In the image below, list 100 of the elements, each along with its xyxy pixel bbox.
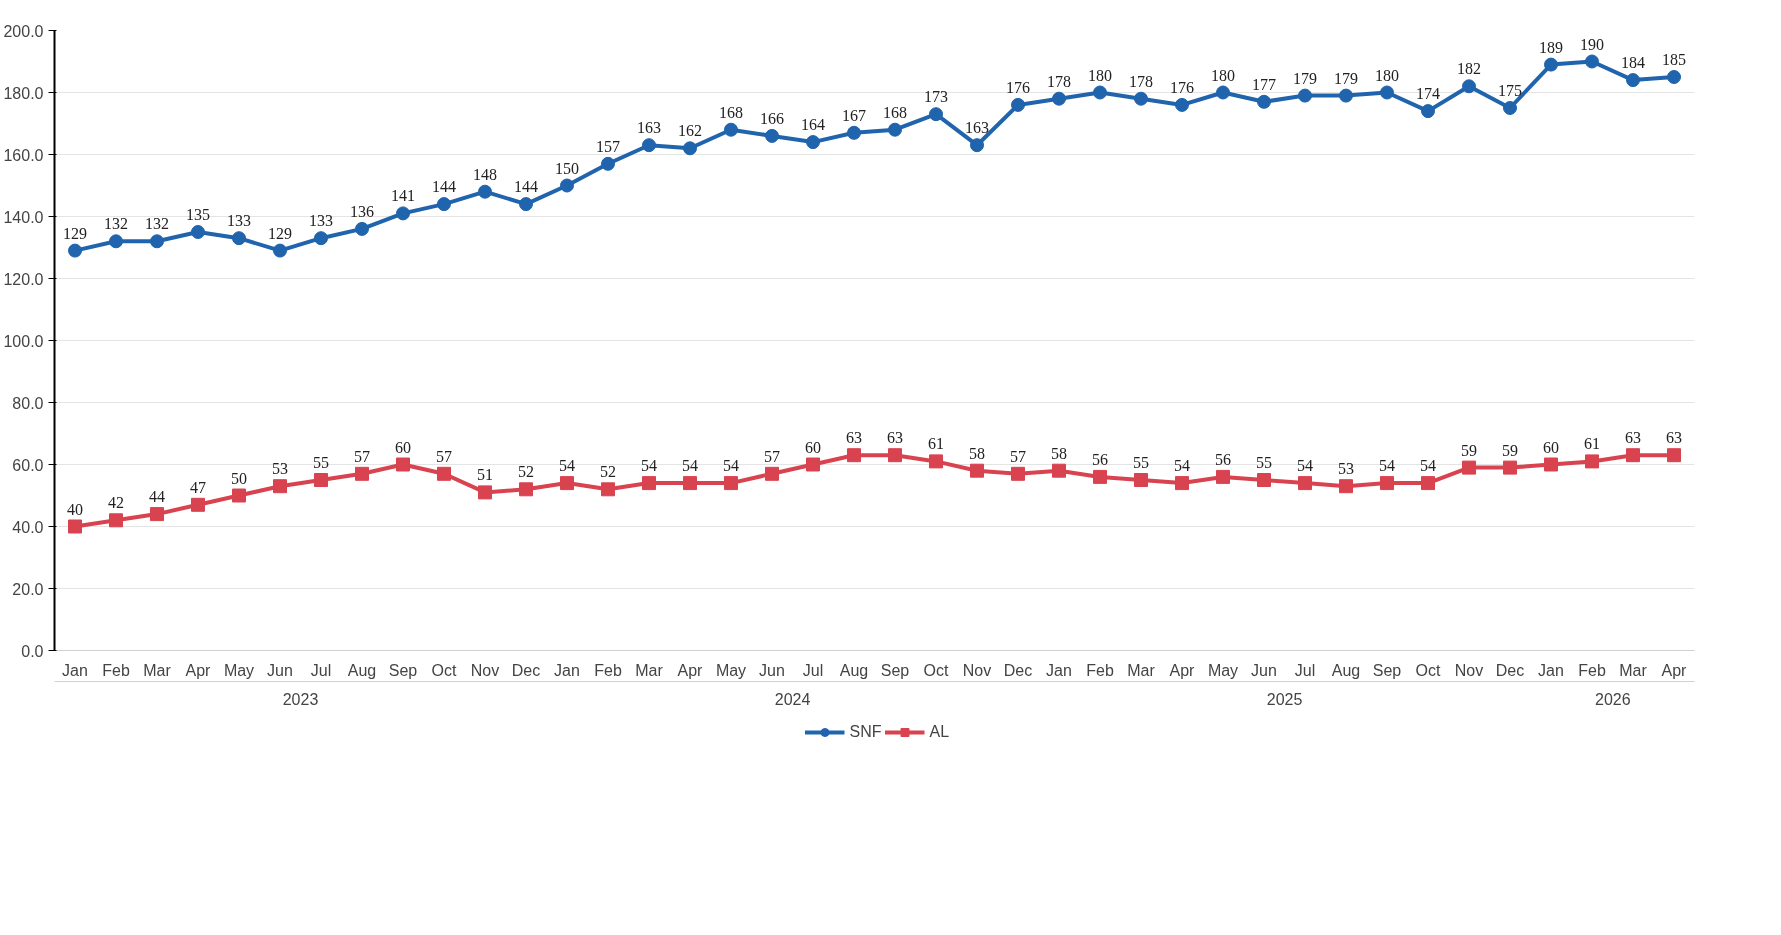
point bbox=[765, 466, 779, 481]
point bbox=[1011, 97, 1025, 112]
x-tick-label: Apr bbox=[677, 661, 704, 679]
point bbox=[1339, 88, 1353, 103]
data-label: 53 bbox=[272, 460, 288, 478]
data-label: 54 bbox=[1297, 457, 1313, 475]
data-label: 167 bbox=[842, 106, 866, 124]
x2-tick-label: 2026 bbox=[1595, 690, 1631, 708]
data-label: 190 bbox=[1580, 35, 1604, 53]
y-tick-label: 60.0 bbox=[12, 456, 44, 474]
data-label: 57 bbox=[354, 447, 370, 465]
point bbox=[150, 234, 164, 249]
x-tick-label: Feb bbox=[1578, 661, 1606, 679]
data-label: 58 bbox=[969, 444, 985, 462]
data-label: 180 bbox=[1211, 66, 1235, 84]
x-tick-label: Jun bbox=[759, 661, 785, 679]
data-label: 136 bbox=[350, 202, 374, 220]
point bbox=[1339, 479, 1353, 494]
data-label: 61 bbox=[1584, 435, 1600, 453]
data-label: 168 bbox=[719, 103, 743, 121]
data-label: 178 bbox=[1129, 72, 1153, 90]
point bbox=[1134, 91, 1148, 106]
x-tick-label: Jul bbox=[802, 661, 824, 679]
x-tick-label: Jan bbox=[1046, 661, 1072, 679]
point bbox=[519, 482, 533, 497]
data-label: 174 bbox=[1416, 85, 1440, 103]
point bbox=[68, 519, 82, 534]
point bbox=[724, 122, 738, 137]
point bbox=[1626, 448, 1640, 463]
data-label: 54 bbox=[723, 457, 739, 475]
data-label: 53 bbox=[1338, 460, 1354, 478]
point bbox=[150, 507, 164, 522]
point bbox=[355, 466, 369, 481]
point bbox=[1626, 73, 1640, 88]
point bbox=[1462, 460, 1476, 475]
x-tick-label: Feb bbox=[594, 661, 622, 679]
x-tick-label: Oct bbox=[1415, 661, 1441, 679]
point bbox=[1462, 79, 1476, 94]
point bbox=[191, 497, 205, 512]
point bbox=[1134, 473, 1148, 487]
point bbox=[109, 513, 123, 528]
point bbox=[1667, 448, 1681, 463]
data-label: 150 bbox=[555, 159, 579, 177]
point bbox=[68, 243, 82, 258]
x-tick-label: Dec bbox=[511, 661, 541, 679]
data-label: 63 bbox=[1625, 429, 1641, 447]
point bbox=[1380, 85, 1394, 100]
data-label: 57 bbox=[764, 447, 780, 465]
data-label: 54 bbox=[1174, 457, 1190, 475]
data-label: 63 bbox=[887, 429, 903, 447]
x-tick-label: Jan bbox=[554, 661, 580, 679]
point bbox=[1421, 104, 1435, 119]
data-label: 177 bbox=[1252, 75, 1276, 93]
point bbox=[232, 488, 246, 503]
point bbox=[314, 473, 328, 487]
point bbox=[355, 221, 369, 236]
point bbox=[683, 476, 697, 491]
x-tick-label: May bbox=[1207, 661, 1239, 679]
data-label: 129 bbox=[63, 224, 87, 242]
point bbox=[1585, 54, 1599, 69]
y-tick-label: 200.0 bbox=[3, 22, 44, 40]
x-tick-label: Jan bbox=[1538, 661, 1564, 679]
x2-tick-label: 2025 bbox=[1266, 690, 1303, 708]
data-label: 176 bbox=[1006, 78, 1030, 96]
point bbox=[1052, 91, 1066, 106]
point bbox=[1257, 473, 1271, 487]
data-label: 148 bbox=[473, 165, 497, 183]
data-label: 54 bbox=[682, 457, 698, 475]
point bbox=[1667, 70, 1681, 84]
data-label: 163 bbox=[965, 119, 989, 137]
x-tick-label: Jun bbox=[267, 661, 293, 679]
point bbox=[1585, 454, 1599, 469]
data-label: 54 bbox=[641, 457, 657, 475]
point bbox=[478, 184, 492, 199]
data-label: 166 bbox=[760, 109, 784, 127]
point bbox=[1216, 85, 1230, 100]
data-label: 55 bbox=[1133, 454, 1149, 471]
data-label: 173 bbox=[924, 88, 948, 106]
x-tick-label: Jul bbox=[310, 661, 332, 679]
legend-label: AL bbox=[929, 723, 950, 741]
point bbox=[970, 463, 984, 478]
data-label: 56 bbox=[1092, 450, 1108, 468]
point bbox=[929, 454, 943, 469]
x2-tick-label: 2023 bbox=[282, 690, 319, 708]
x-tick-label: Sep bbox=[880, 661, 910, 679]
point bbox=[888, 122, 902, 137]
x-tick-label: Mar bbox=[1619, 661, 1648, 679]
data-label: 179 bbox=[1334, 69, 1358, 87]
data-label: 141 bbox=[391, 187, 415, 205]
data-label: 40 bbox=[67, 500, 83, 518]
x-tick-label: Oct bbox=[431, 661, 457, 679]
data-label: 129 bbox=[268, 224, 292, 242]
x2-tick-label: 2024 bbox=[774, 690, 811, 708]
x-tick-label: Jun bbox=[1251, 661, 1277, 679]
data-label: 51 bbox=[477, 466, 493, 484]
data-label: 44 bbox=[149, 488, 165, 506]
data-label: 54 bbox=[559, 457, 575, 475]
point bbox=[683, 141, 697, 156]
point bbox=[847, 448, 861, 463]
y-tick-label: 140.0 bbox=[3, 208, 44, 226]
